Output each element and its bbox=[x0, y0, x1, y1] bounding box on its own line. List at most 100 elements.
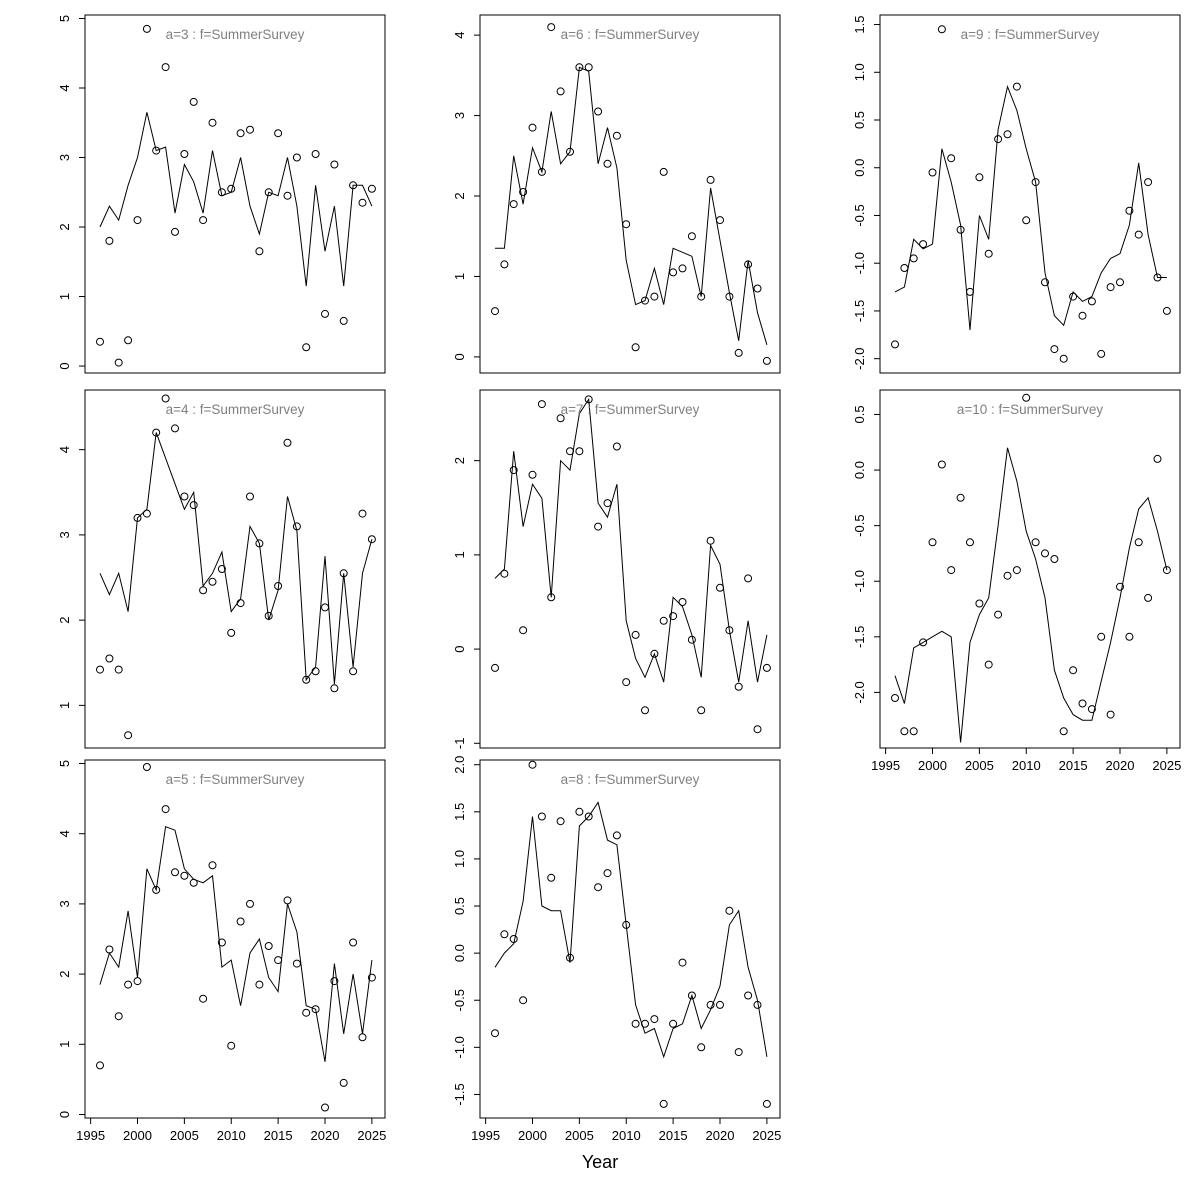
x-tick-label: 2025 bbox=[1152, 758, 1181, 773]
data-point bbox=[330, 684, 339, 693]
data-point bbox=[547, 873, 556, 882]
data-point bbox=[180, 492, 189, 501]
data-point bbox=[321, 1103, 329, 1112]
data-point bbox=[716, 583, 724, 592]
data-point bbox=[519, 626, 528, 635]
data-point bbox=[762, 663, 771, 672]
data-point bbox=[622, 678, 631, 687]
data-point bbox=[678, 264, 687, 273]
y-tick-label: 0.0 bbox=[852, 461, 867, 479]
data-point bbox=[641, 1019, 649, 1028]
y-tick-label: 4 bbox=[57, 830, 72, 837]
y-tick-label: 0.5 bbox=[852, 111, 867, 129]
data-point bbox=[199, 586, 208, 595]
data-point bbox=[928, 168, 937, 177]
data-point bbox=[311, 667, 320, 676]
data-point bbox=[594, 107, 603, 116]
chart-canvas: 0 1 2 3 4 a=6 : f=SummerSurvey bbox=[452, 14, 781, 374]
data-point bbox=[537, 812, 546, 821]
data-point bbox=[255, 980, 264, 989]
x-tick-label: 2000 bbox=[918, 758, 947, 773]
data-point bbox=[1125, 632, 1134, 641]
y-tick-label: 0 bbox=[452, 353, 467, 360]
data-point bbox=[96, 1061, 104, 1070]
data-point bbox=[650, 292, 659, 301]
data-point bbox=[189, 878, 198, 887]
panel-title: a=9 : f=SummerSurvey bbox=[961, 27, 1100, 42]
data-point bbox=[966, 538, 974, 547]
fit-line bbox=[99, 826, 373, 1062]
data-point bbox=[744, 574, 753, 583]
data-point bbox=[956, 225, 965, 234]
data-point bbox=[734, 1048, 743, 1057]
data-point bbox=[321, 309, 329, 318]
y-tick-label: 3 bbox=[57, 900, 72, 907]
data-point bbox=[208, 118, 217, 127]
data-point bbox=[114, 358, 123, 367]
data-point bbox=[641, 706, 649, 715]
y-tick-label: 1.5 bbox=[852, 16, 867, 34]
chart-canvas: -1 0 1 2 a=7 : f=SummerSurvey bbox=[452, 389, 781, 749]
data-point bbox=[641, 296, 649, 305]
data-point bbox=[909, 254, 918, 263]
x-tick-label: 2020 bbox=[311, 1128, 340, 1143]
data-point bbox=[994, 135, 1003, 144]
data-point bbox=[1106, 283, 1115, 292]
x-tick-label: 1995 bbox=[471, 1128, 500, 1143]
data-point bbox=[491, 663, 499, 672]
data-point bbox=[706, 175, 715, 184]
data-point bbox=[255, 247, 264, 256]
data-point bbox=[753, 1000, 762, 1009]
data-point bbox=[556, 414, 565, 423]
y-tick-label: 0.0 bbox=[852, 159, 867, 177]
data-point bbox=[349, 667, 358, 676]
fit-line bbox=[494, 801, 768, 1059]
data-point bbox=[566, 953, 574, 962]
data-point bbox=[1041, 549, 1049, 558]
y-tick-label: 2 bbox=[57, 970, 72, 977]
panel-a10-chart: -2.0 -1.5 -1.0 -0.5 0.0 0.5 1995 2000 2005 2010 20… bbox=[810, 378, 1200, 780]
panel-title: a=6 : f=SummerSurvey bbox=[561, 27, 700, 42]
data-point bbox=[189, 501, 198, 510]
data-point bbox=[283, 438, 292, 447]
x-tick-label: 2010 bbox=[1012, 758, 1041, 773]
data-point bbox=[603, 869, 612, 878]
y-tick-label: 4 bbox=[452, 31, 467, 38]
data-point bbox=[124, 336, 133, 345]
data-point bbox=[1078, 699, 1087, 708]
data-point bbox=[734, 348, 743, 357]
data-point bbox=[152, 146, 161, 155]
data-point bbox=[528, 760, 537, 769]
data-point bbox=[283, 896, 292, 905]
data-point bbox=[659, 167, 668, 176]
data-point bbox=[1087, 297, 1096, 306]
data-point bbox=[227, 628, 236, 637]
data-point bbox=[1134, 538, 1143, 547]
data-point bbox=[725, 626, 734, 635]
fit-line bbox=[99, 112, 373, 287]
x-tick-label: 2020 bbox=[1106, 758, 1135, 773]
y-tick-label: -0.5 bbox=[852, 514, 867, 536]
data-point bbox=[537, 400, 546, 409]
data-point bbox=[161, 394, 170, 403]
fit-line bbox=[894, 84, 1167, 331]
data-point bbox=[255, 539, 264, 548]
data-point bbox=[358, 509, 367, 518]
y-tick-label: 0 bbox=[57, 362, 72, 369]
fit-line bbox=[99, 432, 373, 685]
chart-canvas: 0 1 2 3 4 5 1995 2000 2005 2010 2015 2020 2025 a=5 : … bbox=[57, 759, 386, 1143]
data-point bbox=[105, 945, 114, 954]
data-point bbox=[246, 125, 254, 134]
data-point bbox=[311, 1005, 320, 1014]
data-point bbox=[1012, 82, 1021, 91]
x-tick-label: 2005 bbox=[170, 1128, 199, 1143]
plot-border bbox=[84, 759, 386, 1119]
plot-border bbox=[479, 389, 781, 749]
data-point bbox=[519, 188, 528, 196]
data-point bbox=[1153, 273, 1162, 282]
data-point bbox=[669, 1019, 678, 1028]
data-point bbox=[1069, 666, 1078, 675]
data-point bbox=[584, 395, 593, 404]
data-point bbox=[124, 731, 133, 740]
data-point bbox=[274, 582, 283, 590]
